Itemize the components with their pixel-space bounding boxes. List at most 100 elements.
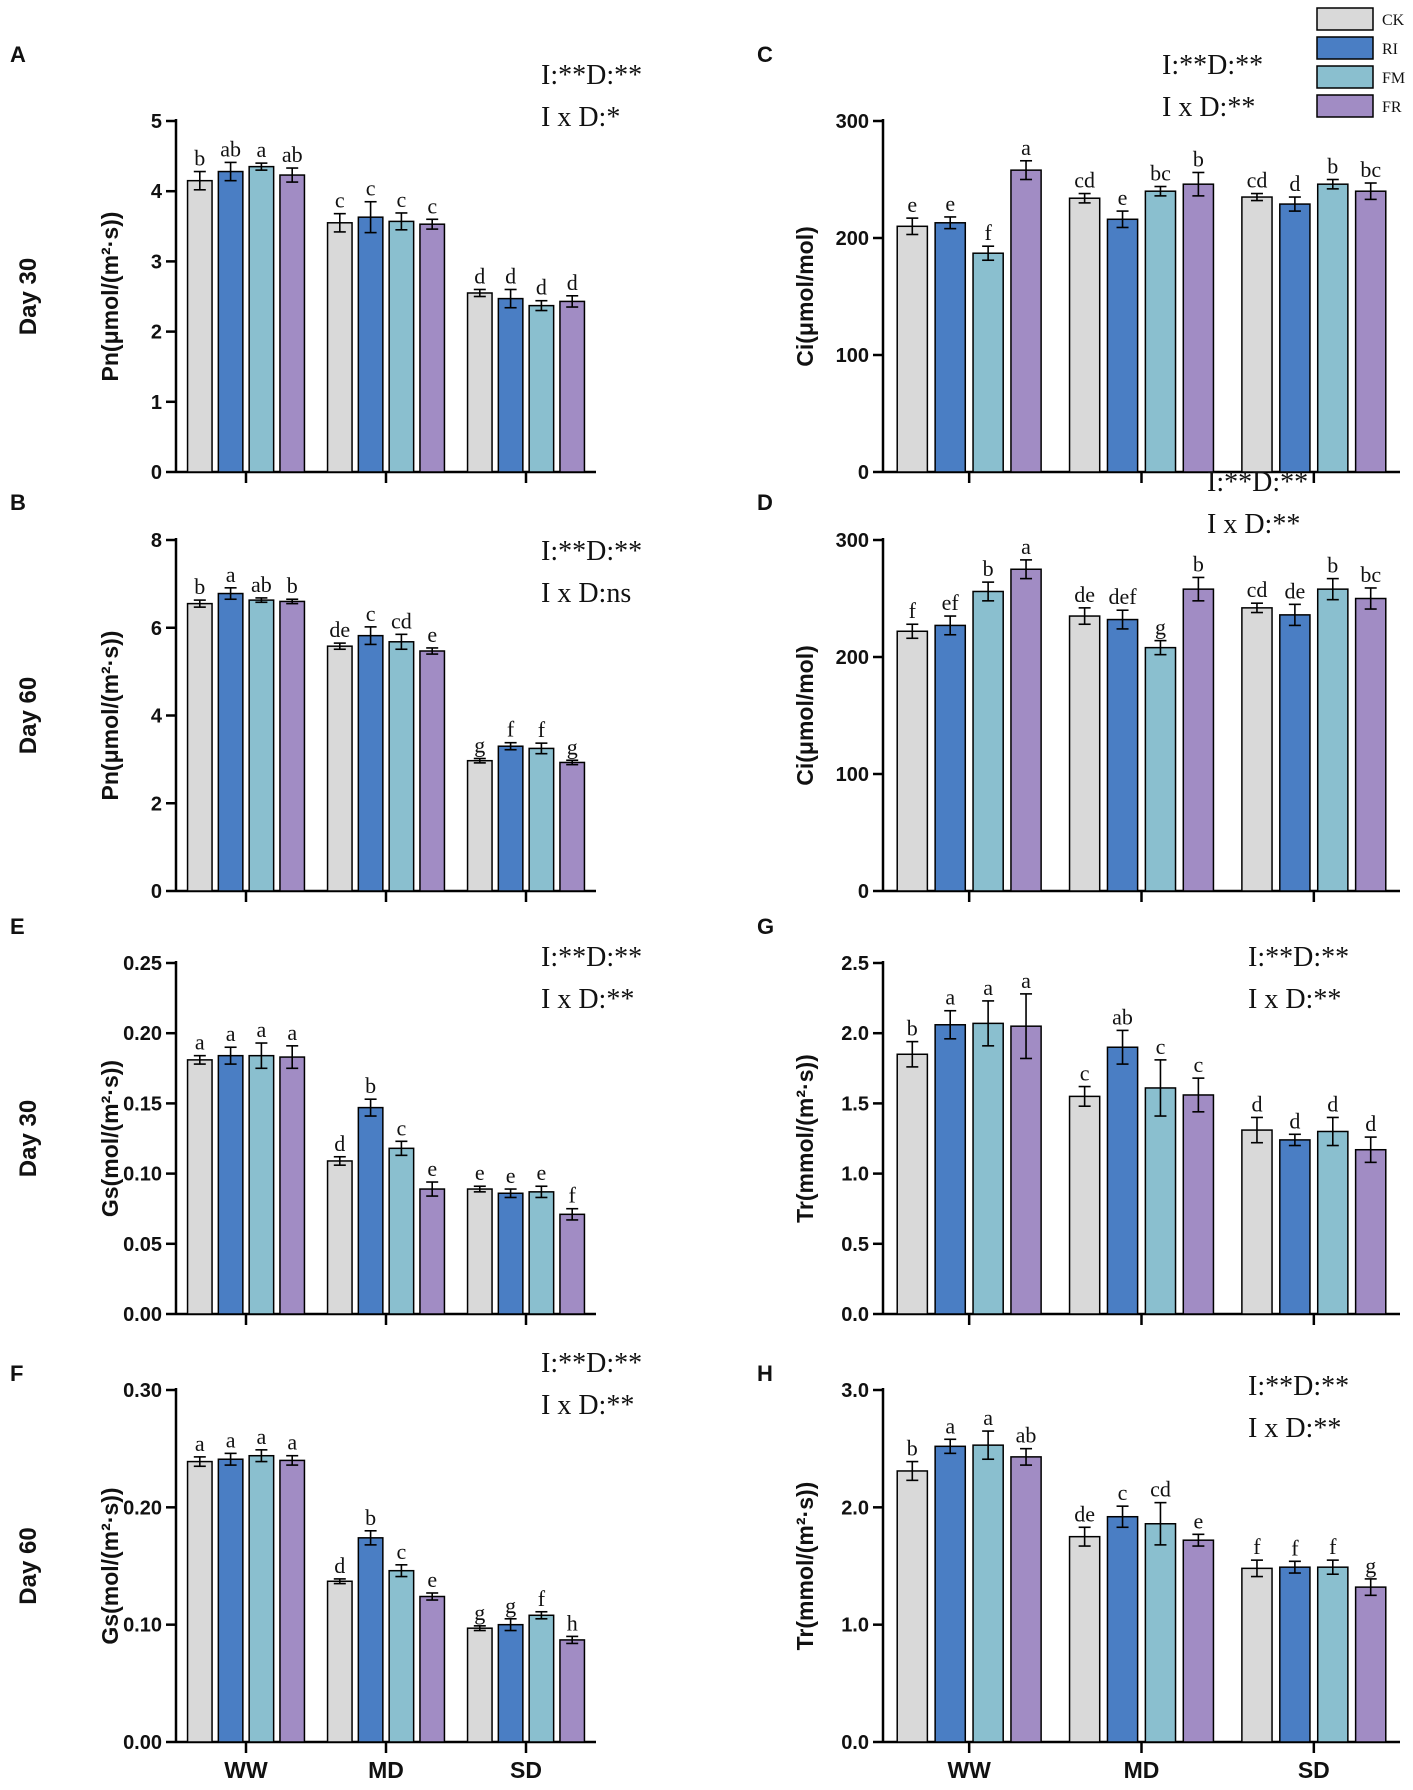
stats-annotation: I:**D:** bbox=[541, 1348, 642, 1379]
y-tick-label: 0.05 bbox=[123, 1234, 162, 1256]
stats-annotation: I x D:** bbox=[1248, 984, 1341, 1015]
y-tick-label: 0.30 bbox=[123, 1380, 162, 1402]
bar-FM-SD bbox=[528, 747, 555, 892]
significance-letter: c bbox=[335, 188, 345, 213]
bar-FR-SD bbox=[1354, 1148, 1387, 1315]
bar-FR-MD bbox=[1182, 1539, 1215, 1743]
y-tick-label: 0.00 bbox=[123, 1304, 162, 1326]
stats-annotation: I:**D:** bbox=[1207, 467, 1308, 498]
panel-G: GTr(mmol/(m²·s))0.00.51.01.52.02.5ba a aca… bbox=[757, 914, 1400, 1326]
legend-swatch-FM bbox=[1316, 65, 1374, 89]
significance-letter: e bbox=[427, 1156, 437, 1181]
y-tick-label: 100 bbox=[836, 764, 869, 786]
y-tick-label: 2 bbox=[151, 322, 162, 344]
y-tick-label: 200 bbox=[836, 228, 869, 250]
y-axis-label: Tr(mmol/(m²·s)) bbox=[792, 1054, 818, 1223]
bar-RI-MD bbox=[357, 216, 384, 473]
x-tick-label: SD bbox=[1298, 1757, 1330, 1783]
significance-letter: f bbox=[984, 220, 992, 245]
bar-FR-SD bbox=[559, 761, 586, 892]
bar-CK-SD bbox=[1241, 607, 1273, 892]
bar-CK-MD bbox=[326, 222, 353, 473]
y-axis-label: Pn(μmol/(m²·s)) bbox=[97, 212, 123, 382]
x-tick-label: MD bbox=[368, 1757, 404, 1783]
significance-letter: g bbox=[474, 732, 485, 757]
bar-CK-WW bbox=[896, 1470, 929, 1743]
significance-letter: de bbox=[1284, 578, 1305, 603]
significance-letter: f bbox=[909, 598, 917, 623]
bar-CK-MD bbox=[1068, 197, 1101, 473]
bar-CK-WW bbox=[186, 1460, 213, 1743]
bar-FR-WW bbox=[279, 174, 306, 473]
significance-letter: e bbox=[1118, 185, 1128, 210]
y-axis-label: Pn(μmol/(m²·s)) bbox=[97, 631, 123, 801]
significance-letter: b bbox=[287, 573, 298, 598]
bar-FM-MD bbox=[1144, 1523, 1177, 1743]
bar-FR-SD bbox=[559, 1213, 586, 1315]
significance-letter: a bbox=[945, 1413, 955, 1438]
bar-FR-WW bbox=[279, 1056, 306, 1315]
bar-FM-WW bbox=[248, 599, 275, 892]
significance-letter: e bbox=[475, 1160, 485, 1185]
y-tick-label: 1 bbox=[151, 392, 162, 414]
bar-RI-SD bbox=[1279, 614, 1311, 892]
bar-RI-WW bbox=[217, 592, 244, 892]
significance-letter: cd bbox=[1150, 1477, 1171, 1502]
y-tick-label: 8 bbox=[151, 530, 162, 552]
bar-RI-SD bbox=[1279, 1139, 1311, 1315]
y-tick-label: 4 bbox=[151, 181, 163, 203]
significance-letter: h bbox=[567, 1610, 578, 1635]
stats-annotation: I x D:** bbox=[541, 1390, 634, 1421]
y-axis-label: Gs(mol/(m²·s)) bbox=[97, 1487, 123, 1644]
bar-CK-SD bbox=[1241, 1567, 1273, 1743]
bar-FR-WW bbox=[279, 600, 306, 892]
bar-RI-SD bbox=[497, 745, 524, 892]
significance-letter: a bbox=[226, 562, 236, 587]
significance-letter: ab bbox=[282, 142, 303, 167]
row-label: Day 60 bbox=[15, 1527, 42, 1604]
significance-letter: e bbox=[537, 1160, 547, 1185]
bar-RI-SD bbox=[497, 1192, 524, 1315]
significance-letter: f bbox=[1329, 1534, 1337, 1559]
significance-letter: a bbox=[983, 975, 993, 1000]
bar-RI-SD bbox=[497, 1623, 524, 1743]
significance-letter: cd bbox=[391, 608, 412, 633]
significance-letter: e bbox=[506, 1163, 516, 1188]
significance-letter: g bbox=[1155, 615, 1166, 640]
significance-letter: d bbox=[1289, 171, 1300, 196]
bar-RI-WW bbox=[934, 1445, 967, 1743]
bar-FM-WW bbox=[972, 1022, 1004, 1315]
significance-letter: f bbox=[569, 1183, 577, 1208]
bar-FR-SD bbox=[1354, 597, 1387, 892]
significance-letter: ab bbox=[220, 136, 241, 161]
bar-FR-MD bbox=[419, 223, 446, 473]
y-tick-label: 0.20 bbox=[123, 1023, 162, 1045]
significance-letter: d bbox=[505, 263, 516, 288]
legend: CK RI FM FR bbox=[1316, 7, 1405, 118]
bar-FR-WW bbox=[1010, 1456, 1042, 1743]
y-tick-label: 1.0 bbox=[841, 1615, 869, 1637]
significance-letter: d bbox=[567, 270, 578, 295]
significance-letter: d bbox=[334, 1131, 345, 1156]
bar-CK-SD bbox=[1241, 196, 1273, 473]
significance-letter: a bbox=[257, 1424, 267, 1449]
bar-FM-SD bbox=[528, 1614, 555, 1743]
bar-FM-WW bbox=[972, 590, 1004, 892]
significance-letter: a bbox=[945, 985, 955, 1010]
bar-RI-MD bbox=[1106, 218, 1139, 473]
bar-RI-WW bbox=[217, 1458, 244, 1743]
bar-FR-SD bbox=[1354, 1586, 1387, 1743]
legend-label-FR: FR bbox=[1382, 99, 1402, 116]
significance-letter: ef bbox=[942, 590, 960, 615]
bar-CK-MD bbox=[1068, 615, 1101, 892]
significance-letter: c bbox=[366, 601, 376, 626]
significance-letter: b bbox=[907, 1016, 918, 1041]
bar-CK-SD bbox=[1241, 1129, 1273, 1315]
x-tick-label: WW bbox=[947, 1757, 991, 1783]
y-tick-label: 2.0 bbox=[841, 1497, 869, 1519]
bar-RI-WW bbox=[934, 1024, 967, 1315]
significance-letter: def bbox=[1108, 584, 1137, 609]
significance-letter: de bbox=[329, 617, 350, 642]
bar-RI-WW bbox=[934, 222, 967, 473]
y-tick-label: 3.0 bbox=[841, 1380, 869, 1402]
